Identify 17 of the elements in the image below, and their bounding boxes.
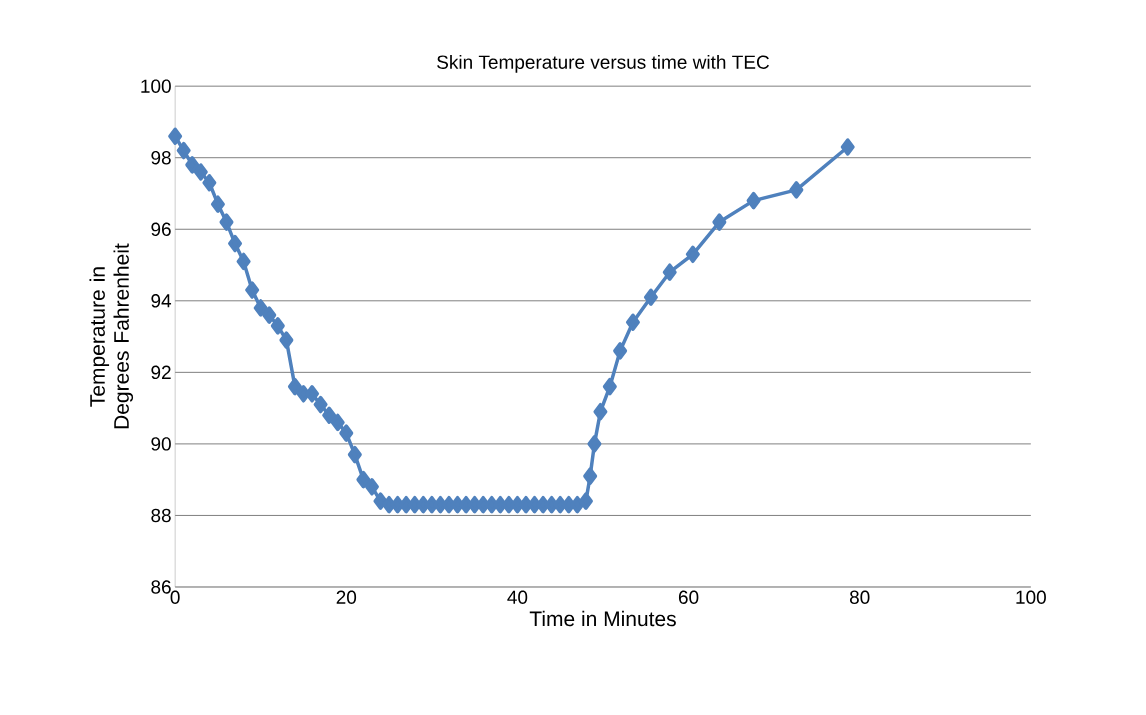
x-tick-label: 100 [1016, 590, 1046, 604]
y-tick-label: 86 [151, 580, 171, 594]
y-tick-label: 100 [141, 79, 171, 93]
x-axis-title: Time in Minutes [529, 610, 676, 627]
y-tick-label: 90 [151, 437, 171, 451]
y-tick-label: 92 [151, 365, 171, 380]
y-tick-label: 96 [151, 222, 171, 236]
x-tick-label: 80 [849, 590, 870, 604]
y-axis-title: Temperature in Degrees Fahrenheit [89, 243, 134, 429]
y-tick-label: 94 [151, 294, 172, 308]
y-tick-label: 88 [151, 508, 171, 523]
chart-title: Skin Temperature versus time with TEC [437, 54, 769, 73]
x-tick-label: 60 [678, 590, 699, 604]
y-tick-label: 98 [151, 150, 171, 165]
x-tick-label: 40 [507, 590, 528, 604]
x-tick-label: 0 [170, 590, 180, 604]
x-tick-label: 20 [336, 590, 357, 604]
